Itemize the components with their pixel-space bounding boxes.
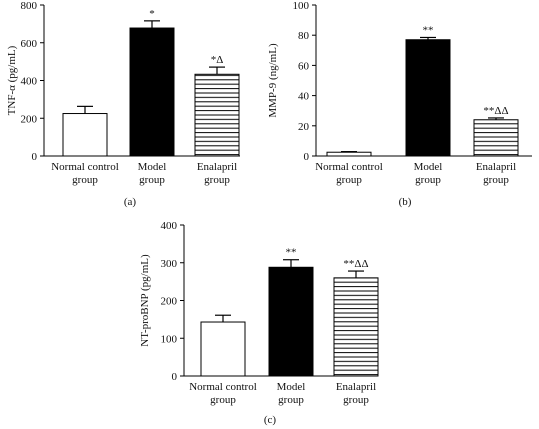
y-tick-label: 400 [21, 76, 38, 88]
y-tick-label: 400 [161, 220, 178, 232]
x-tick-label: Enalapril [336, 381, 376, 393]
panel-label: (a) [124, 196, 137, 208]
y-axis-label: NT-proBNP (pg/mL) [139, 254, 151, 347]
x-tick-label: group [336, 174, 362, 186]
x-tick-label: Enalapril [476, 161, 516, 173]
x-tick-label: Normal control [51, 161, 119, 173]
bar [473, 119, 519, 157]
y-tick-label: 80 [298, 30, 310, 42]
x-tick-label: Model [277, 381, 306, 393]
y-tick-label: 300 [161, 258, 178, 270]
y-tick-label: 200 [161, 296, 178, 308]
y-tick-label: 600 [21, 38, 38, 50]
bar [405, 39, 451, 157]
y-tick-label: 0 [304, 151, 310, 163]
bar [268, 266, 314, 377]
significance-label: ** [423, 24, 434, 36]
significance-label: ** [286, 247, 297, 259]
x-tick-label: Model [414, 161, 443, 173]
panel-label: (b) [399, 196, 412, 208]
significance-label: * [149, 8, 155, 20]
x-tick-label: group [415, 174, 441, 186]
x-tick-label: group [139, 174, 165, 186]
y-tick-label: 800 [21, 0, 38, 12]
x-tick-label: group [204, 174, 230, 186]
bar [194, 73, 240, 157]
y-tick-label: 200 [21, 113, 38, 125]
significance-label: **ΔΔ [343, 258, 368, 270]
bar [326, 151, 372, 157]
x-tick-label: group [343, 394, 369, 406]
y-tick-label: 100 [161, 333, 178, 345]
y-tick-label: 0 [172, 371, 178, 383]
x-tick-label: group [483, 174, 509, 186]
y-tick-label: 100 [293, 0, 310, 12]
y-tick-label: 60 [298, 60, 310, 72]
x-tick-label: group [210, 394, 236, 406]
significance-label: *Δ [211, 54, 224, 66]
y-axis-label: MMP-9 (ng/mL) [267, 43, 279, 118]
y-tick-label: 20 [298, 121, 310, 133]
x-tick-label: group [278, 394, 304, 406]
bar [333, 277, 379, 377]
bar [200, 321, 246, 377]
x-tick-label: Enalapril [197, 161, 237, 173]
y-tick-label: 0 [32, 151, 38, 163]
x-tick-label: Normal control [315, 161, 383, 173]
panel-c: 0 100 200 300 400 NT-proBNP (pg/mL) Normal con… [139, 220, 379, 426]
bar [62, 113, 108, 157]
panel-a: 0 200 400 600 800 TNF-α (pg/mL) Normal control… [6, 0, 240, 208]
y-axis-label: TNF-α (pg/mL) [6, 45, 18, 115]
x-tick-label: group [72, 174, 98, 186]
x-tick-label: Model [138, 161, 167, 173]
significance-label: **ΔΔ [483, 105, 508, 117]
bar [129, 27, 175, 157]
y-tick-label: 40 [298, 91, 310, 103]
x-tick-label: Normal control [189, 381, 257, 393]
panel-label: (c) [264, 414, 277, 426]
